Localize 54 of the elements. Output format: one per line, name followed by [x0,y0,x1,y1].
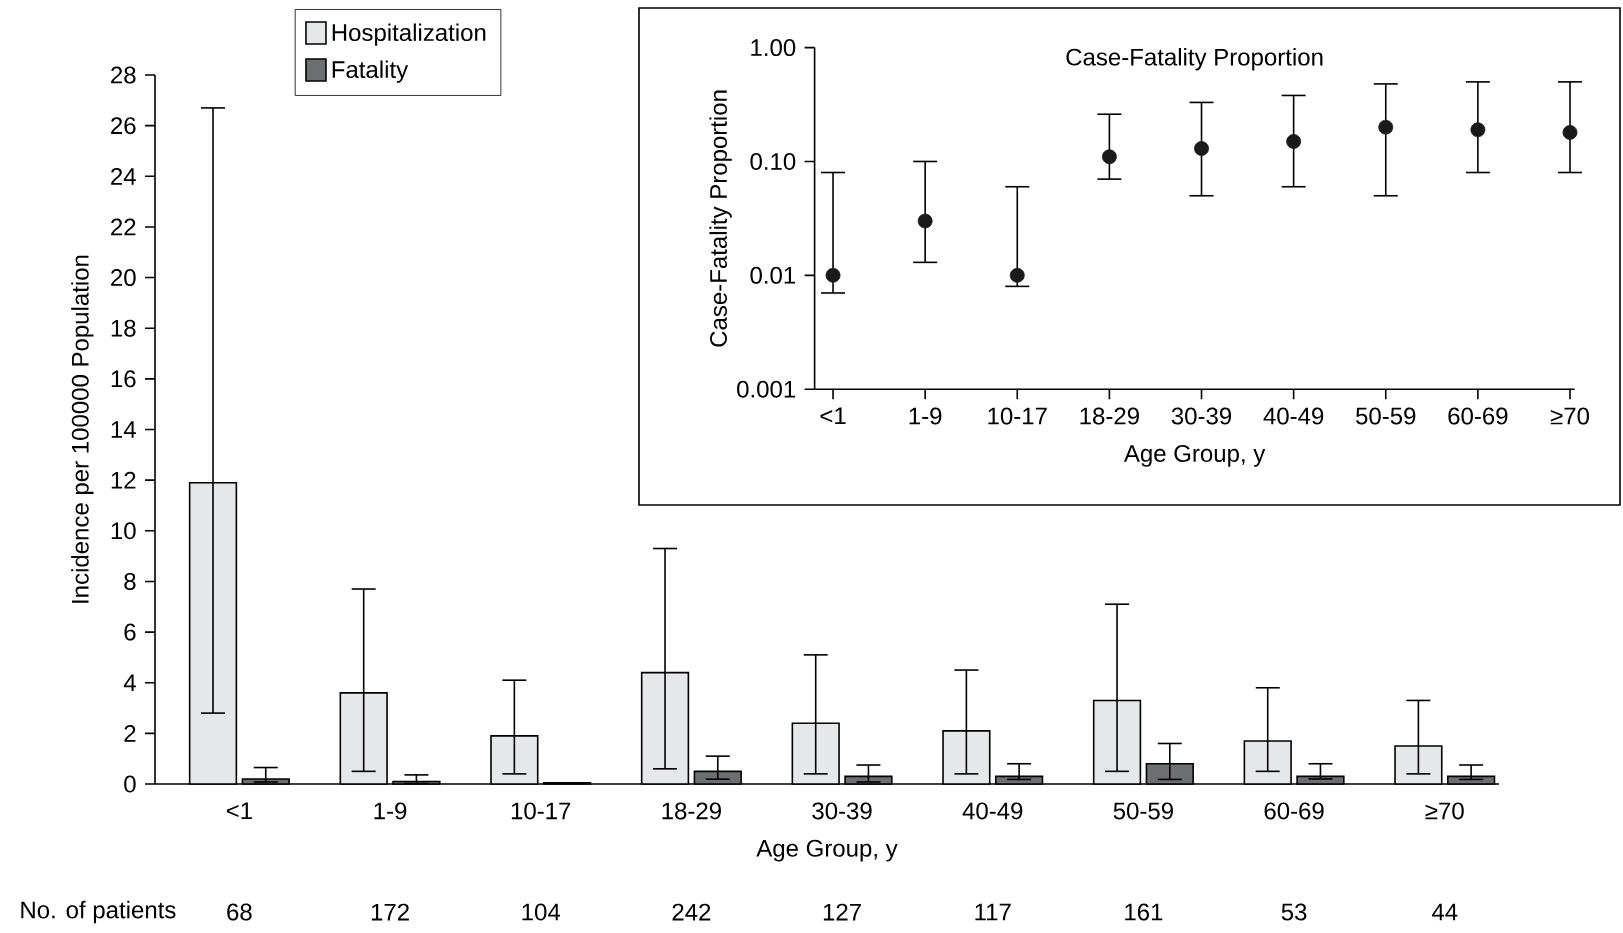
y-axis-title: Case-Fatality Proportion [709,90,732,347]
y-tick-label: 0.10 [750,152,796,170]
y-tick-label: 28 [111,66,136,84]
y-tick-label: 24 [111,167,136,185]
x-tick-label: 1-9 [374,802,407,820]
y-tick-label: 10 [111,522,136,540]
y-tick-label: 14 [111,421,136,438]
text: 53 [1281,903,1307,921]
x-tick-label: 40-49 [962,802,1023,820]
text: 117 [975,903,1011,921]
x-tick-label: 18-29 [662,802,721,820]
y-tick-label: 0 [124,775,136,793]
y-tick-label: 18 [111,319,136,337]
y-tick-label: 1.00 [751,39,796,57]
x-tick-label: <1 [226,802,252,819]
x-tick-label: 10-17 [511,802,571,820]
y-tick-label: 2 [124,724,136,742]
y-tick-label: 12 [111,471,136,489]
text: 172 [371,903,409,921]
x-tick-label: 1-9 [909,407,942,425]
x-tick-label: ≥70 [1550,407,1590,425]
y-tick-label: 26 [111,117,136,135]
y-tick-label: 8 [124,572,136,590]
x-axis-title: Age Group, y [1123,445,1266,467]
text: 44 [1431,903,1458,921]
chart-title: Case-Fatality Proportion [1066,48,1323,71]
x-tick-label: 30-39 [1171,407,1232,425]
y-tick-label: 20 [111,269,136,287]
y-axis-title: Incidence per 100000 Population [71,255,94,603]
x-tick-label: 60-69 [1264,802,1324,820]
text: 104 [522,903,561,921]
x-axis-title: Age Group, y [756,839,898,862]
x-tick-label: <1 [820,407,846,425]
y-tick-label: 22 [111,218,136,236]
x-tick-label: 50-59 [1113,802,1173,820]
x-tick-label: 40-49 [1263,407,1324,425]
x-tick-label: 18-29 [1080,407,1139,425]
text: No. of patients [21,900,176,924]
x-tick-label: 10-17 [988,407,1047,425]
x-tick-label: 50-59 [1356,407,1416,425]
text: 242 [672,903,711,921]
x-tick-label: 60-69 [1448,407,1508,425]
legend-label: Fatality [332,60,409,83]
y-tick-label: 0.01 [750,266,796,284]
legend-label: Hospitalization [332,23,486,46]
x-tick-label: 30-39 [812,802,872,820]
text: 127 [823,903,861,921]
y-tick-label: 0.001 [737,380,796,398]
y-tick-label: 6 [124,623,136,641]
y-tick-label: 16 [111,370,136,388]
text: 68 [227,903,252,921]
x-tick-label: ≥70 [1425,802,1464,820]
y-tick-label: 4 [123,674,136,691]
text: 161 [1125,903,1163,921]
